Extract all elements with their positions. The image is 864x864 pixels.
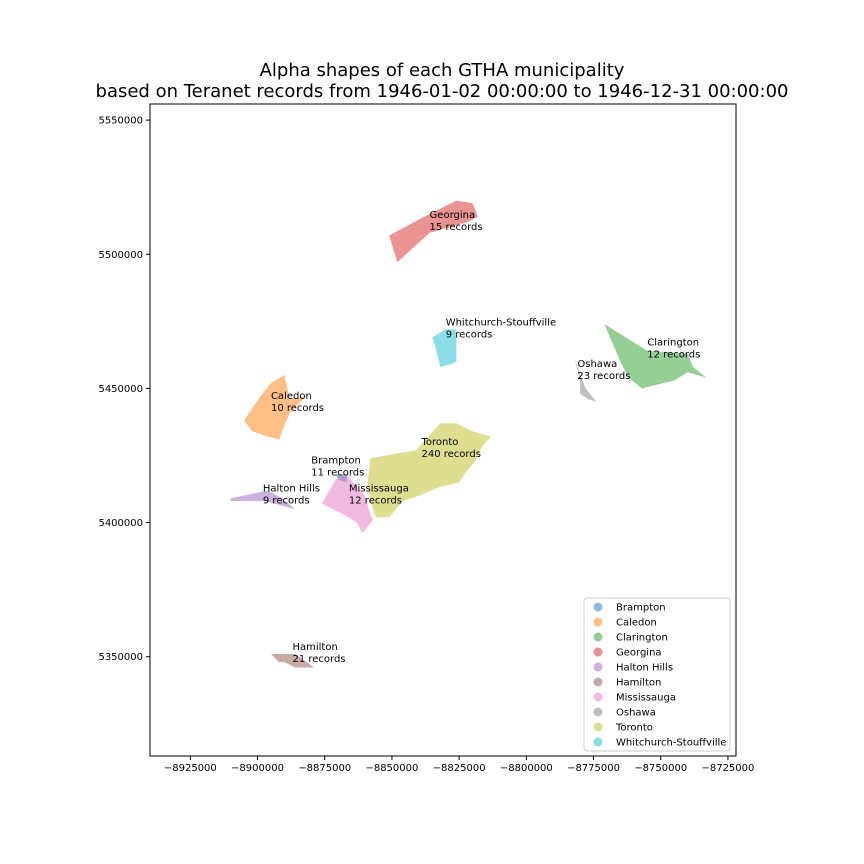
region-label-records: 23 records (577, 371, 630, 382)
legend-entry-label: Mississauga (616, 693, 676, 704)
region-label-records: 9 records (263, 496, 310, 507)
legend-marker (593, 677, 603, 687)
x-tick-label: −8750000 (634, 763, 687, 774)
x-tick-label: −8850000 (365, 763, 418, 774)
region-label-name: Hamilton (292, 642, 337, 653)
y-tick-label: 5400000 (98, 518, 143, 529)
region-label-name: Whitchurch-Stouffville (446, 317, 556, 328)
legend-marker (593, 632, 603, 642)
region-shape-oshawa (574, 358, 597, 402)
legend-entry-label: Halton Hills (616, 663, 673, 674)
region-shapes (230, 200, 707, 668)
legend-entry-label: Hamilton (616, 678, 661, 689)
region-label-records: 240 records (421, 449, 480, 460)
legend-marker (593, 602, 603, 612)
y-tick-label: 5350000 (98, 652, 143, 663)
legend-entry-label: Georgina (616, 648, 662, 659)
region-shape-whitchurch-stouffville (432, 329, 457, 367)
region-label-name: Clarington (647, 337, 699, 348)
y-tick-label: 5550000 (98, 116, 143, 127)
region-label-name: Caledon (271, 391, 312, 402)
legend-entry-label: Brampton (616, 603, 666, 614)
region-shape-halton-hills (230, 490, 296, 510)
legend-marker (593, 722, 603, 732)
x-tick-label: −8775000 (567, 763, 620, 774)
x-axis: −8925000 −8900000 −8875000 −8850000 −8825000… (164, 756, 754, 774)
x-tick-label: −8825000 (433, 763, 486, 774)
y-axis: 5350000 5400000 5450000 5500000 5550000 (98, 116, 150, 663)
legend-marker (593, 692, 603, 702)
legend-entry-label: Toronto (615, 723, 653, 734)
x-tick-label: −8800000 (500, 763, 553, 774)
region-shape-hamilton (271, 654, 314, 668)
x-tick-label: −8900000 (231, 763, 284, 774)
legend-marker (593, 617, 603, 627)
region-label-name: Georgina (430, 210, 476, 221)
region-shape-mississauga (322, 474, 374, 534)
legend-entry-label: Caledon (616, 618, 657, 629)
region-label-name: Mississauga (349, 484, 409, 495)
region-label-records: 10 records (271, 403, 324, 414)
legend-marker (593, 662, 603, 672)
legend-marker (593, 707, 603, 717)
region-shape-caledon (244, 375, 306, 440)
legend-marker (593, 737, 603, 747)
region-label-records: 15 records (430, 222, 483, 233)
region-label-name: Halton Hills (263, 484, 320, 495)
x-tick-label: −8725000 (701, 763, 754, 774)
y-tick-label: 5450000 (98, 384, 143, 395)
legend-entry-label: Oshawa (616, 708, 656, 719)
region-label-records: 21 records (292, 654, 345, 665)
plot-frame (149, 103, 737, 757)
region-shape-clarington (604, 324, 707, 389)
region-label-records: 12 records (349, 496, 402, 507)
legend-marker (593, 647, 603, 657)
x-tick-label: −8925000 (164, 763, 217, 774)
region-shape-toronto (367, 423, 492, 518)
region-label-name: Oshawa (577, 359, 617, 370)
region-label-records: 11 records (311, 468, 364, 479)
region-label-records: 9 records (446, 329, 493, 340)
region-shape-georgina (389, 200, 478, 263)
y-tick-label: 5500000 (98, 250, 143, 261)
chart-title-line-1: Alpha shapes of each GTHA municipality (260, 60, 625, 81)
region-label-records: 12 records (647, 349, 700, 360)
region-label-name: Brampton (311, 456, 361, 467)
legend-entry-label: Clarington (616, 633, 668, 644)
legend: Brampton Caledon Clarington Georgina Halton … (583, 597, 731, 752)
region-label-name: Toronto (420, 437, 458, 448)
x-tick-label: −8875000 (298, 763, 351, 774)
chart-title-line-2: based on Teranet records from 1946-01-02… (96, 81, 789, 102)
legend-entry-label: Whitchurch-Stouffville (616, 738, 726, 749)
legend-box (583, 597, 731, 752)
